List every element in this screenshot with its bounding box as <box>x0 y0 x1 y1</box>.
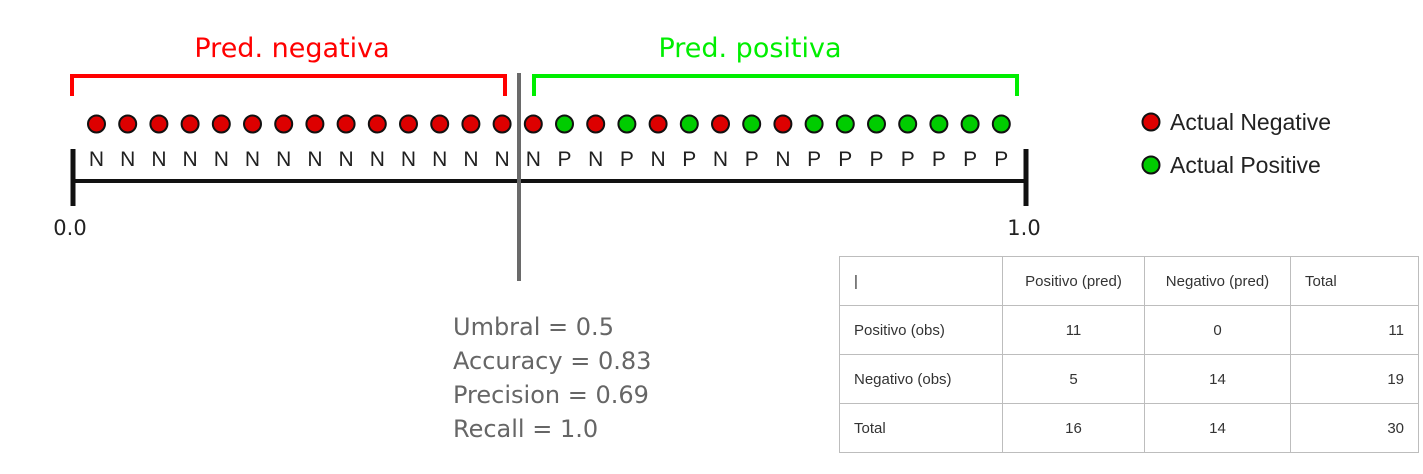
positive-point <box>867 114 886 134</box>
table-cell: 14 <box>1144 354 1291 404</box>
positive-point <box>617 114 637 134</box>
negative-point <box>523 114 543 134</box>
table-cell: Positivo (obs) <box>839 305 1003 355</box>
point-class-label: N <box>401 148 416 171</box>
point-class-label: N <box>713 148 728 171</box>
negative-point <box>492 114 512 134</box>
table-header-cell: Negativo (pred) <box>1144 256 1291 306</box>
negative-point <box>367 114 387 134</box>
table-cell: 14 <box>1144 403 1291 453</box>
point-class-label: N <box>89 148 104 171</box>
point-class-label: N <box>245 148 260 171</box>
point-class-label: P <box>807 148 821 171</box>
point-class-label: P <box>620 148 634 171</box>
negative-point <box>180 114 200 134</box>
point-class-label: N <box>432 148 447 171</box>
precision-metric: Precision = 0.69 <box>453 381 649 409</box>
positive-point <box>991 114 1011 134</box>
positive-point <box>929 114 949 134</box>
negative-point <box>87 114 106 134</box>
point-class-label: P <box>869 148 883 171</box>
point-class-label: N <box>339 148 354 171</box>
negative-point <box>274 114 294 134</box>
confusion-matrix-table: | Positivo (pred) Negativo (pred) Total … <box>839 256 1419 453</box>
point-class-label: N <box>151 148 166 171</box>
actual-positive-legend-marker <box>1141 155 1161 175</box>
point-class-label: N <box>370 148 385 171</box>
table-row: Positivo (obs) 11 0 11 <box>839 305 1419 355</box>
point-class-label: N <box>775 148 790 171</box>
positive-point <box>835 114 855 134</box>
actual-positive-legend-label: Actual Positive <box>1170 152 1321 178</box>
point-class-label: N <box>214 148 229 171</box>
metrics-block: Umbral = 0.5 Accuracy = 0.83 Precision =… <box>453 313 651 443</box>
positive-point <box>898 114 918 134</box>
axis-min-label: 0.0 <box>53 216 86 240</box>
negative-point <box>399 114 418 134</box>
table-row: Total 16 14 30 <box>839 403 1419 453</box>
negative-point <box>118 114 138 134</box>
point-class-label: N <box>495 148 510 171</box>
positive-point <box>804 114 824 134</box>
table-row: Negativo (obs) 5 14 19 <box>839 354 1419 404</box>
table-cell: 16 <box>1002 403 1145 453</box>
negative-point <box>336 114 356 134</box>
point-class-label: N <box>463 148 478 171</box>
table-header-cell: Positivo (pred) <box>1002 256 1145 306</box>
point-class-label: P <box>901 148 915 171</box>
positive-point <box>555 114 574 134</box>
point-class-label: P <box>557 148 571 171</box>
point-class-label: P <box>963 148 977 171</box>
actual-negative-legend-marker <box>1141 112 1161 132</box>
table-cell: 30 <box>1290 403 1419 453</box>
pred-negative-bracket <box>70 74 507 96</box>
positive-point <box>679 114 699 134</box>
actual-negative-legend-label: Actual Negative <box>1170 109 1331 135</box>
table-cell: 5 <box>1002 354 1145 404</box>
accuracy-metric: Accuracy = 0.83 <box>453 347 651 375</box>
negative-point <box>711 114 730 134</box>
negative-point <box>149 114 169 134</box>
table-cell: 11 <box>1290 305 1419 355</box>
point-class-label: P <box>682 148 696 171</box>
negative-point <box>243 114 262 134</box>
point-class-label: N <box>651 148 666 171</box>
positive-point <box>960 114 980 134</box>
table-cell: 19 <box>1290 354 1419 404</box>
point-class-label: P <box>932 148 946 171</box>
pred-positive-bracket <box>532 74 1019 96</box>
point-class-label: N <box>307 148 322 171</box>
pred-positive-label: Pred. positiva <box>658 33 841 64</box>
axis-max-label: 1.0 <box>1007 216 1040 240</box>
table-cell: Negativo (obs) <box>839 354 1003 404</box>
point-class-label: P <box>745 148 759 171</box>
table-cell: 0 <box>1144 305 1291 355</box>
threshold-metric: Umbral = 0.5 <box>453 313 614 341</box>
table-cell: 11 <box>1002 305 1145 355</box>
point-class-label: P <box>994 148 1008 171</box>
negative-point <box>430 114 450 134</box>
negative-point <box>773 114 793 134</box>
point-class-label: N <box>588 148 603 171</box>
positive-point <box>742 114 762 134</box>
point-class-label: N <box>120 148 135 171</box>
table-cell: Total <box>839 403 1003 453</box>
legend: Actual Negative Actual Positive <box>1141 109 1331 178</box>
negative-point <box>305 114 325 134</box>
negative-point <box>648 114 668 134</box>
recall-metric: Recall = 1.0 <box>453 415 598 443</box>
point-class-label: P <box>838 148 852 171</box>
point-class-label: N <box>183 148 198 171</box>
negative-point <box>586 114 606 134</box>
table-header-cell: | <box>839 256 1003 306</box>
negative-point <box>461 114 481 134</box>
table-header-cell: Total <box>1290 256 1419 306</box>
pred-negative-label: Pred. negativa <box>194 33 389 64</box>
point-class-label: N <box>526 148 541 171</box>
point-class-label: N <box>276 148 291 171</box>
table-header-row: | Positivo (pred) Negativo (pred) Total <box>839 256 1419 306</box>
negative-point <box>211 114 231 134</box>
